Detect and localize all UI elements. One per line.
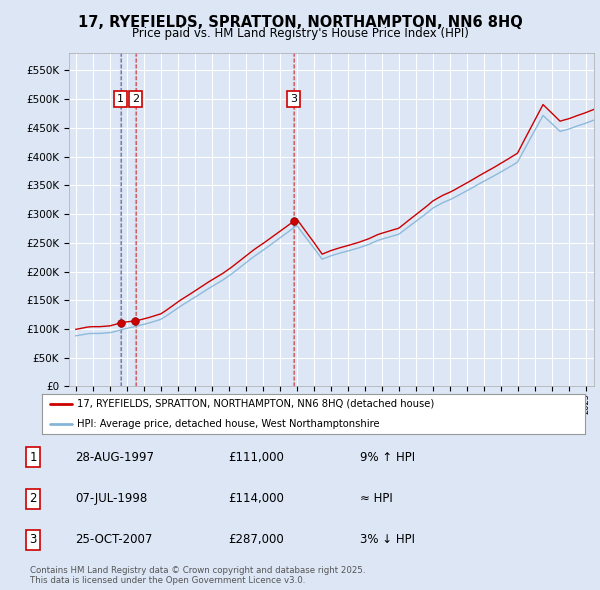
Text: £114,000: £114,000 <box>228 492 284 505</box>
Text: 17, RYEFIELDS, SPRATTON, NORTHAMPTON, NN6 8HQ: 17, RYEFIELDS, SPRATTON, NORTHAMPTON, NN… <box>77 15 523 30</box>
Text: 2: 2 <box>29 492 37 505</box>
Text: Price paid vs. HM Land Registry's House Price Index (HPI): Price paid vs. HM Land Registry's House … <box>131 27 469 40</box>
Text: 3: 3 <box>290 94 297 104</box>
Text: 3% ↓ HPI: 3% ↓ HPI <box>360 533 415 546</box>
Text: £287,000: £287,000 <box>228 533 284 546</box>
Text: 1: 1 <box>117 94 124 104</box>
Text: 25-OCT-2007: 25-OCT-2007 <box>75 533 152 546</box>
Text: 28-AUG-1997: 28-AUG-1997 <box>75 451 154 464</box>
Text: 3: 3 <box>29 533 37 546</box>
Text: HPI: Average price, detached house, West Northamptonshire: HPI: Average price, detached house, West… <box>77 419 380 428</box>
Text: Contains HM Land Registry data © Crown copyright and database right 2025.
This d: Contains HM Land Registry data © Crown c… <box>30 566 365 585</box>
Text: 17, RYEFIELDS, SPRATTON, NORTHAMPTON, NN6 8HQ (detached house): 17, RYEFIELDS, SPRATTON, NORTHAMPTON, NN… <box>77 399 434 408</box>
Text: 07-JUL-1998: 07-JUL-1998 <box>75 492 147 505</box>
Text: 9% ↑ HPI: 9% ↑ HPI <box>360 451 415 464</box>
Text: ≈ HPI: ≈ HPI <box>360 492 393 505</box>
Text: 1: 1 <box>29 451 37 464</box>
Text: £111,000: £111,000 <box>228 451 284 464</box>
Text: 2: 2 <box>132 94 139 104</box>
